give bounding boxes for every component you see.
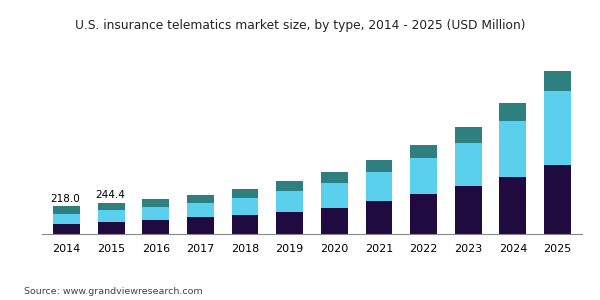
- Bar: [187, 217, 214, 234]
- Bar: [321, 183, 348, 208]
- Bar: [410, 145, 437, 158]
- Bar: [365, 201, 392, 234]
- Text: U.S. insurance telematics market size, by type, 2014 - 2025 (USD Million): U.S. insurance telematics market size, b…: [75, 19, 525, 32]
- Bar: [98, 202, 125, 211]
- Bar: [321, 172, 348, 183]
- Bar: [321, 208, 348, 234]
- Bar: [232, 215, 259, 234]
- Bar: [455, 143, 482, 186]
- Bar: [142, 207, 169, 220]
- Text: Source: www.grandviewresearch.com: Source: www.grandviewresearch.com: [24, 286, 203, 296]
- Bar: [544, 91, 571, 165]
- Bar: [142, 220, 169, 234]
- Bar: [276, 212, 303, 234]
- Bar: [365, 172, 392, 201]
- Text: 244.4: 244.4: [95, 190, 125, 200]
- Bar: [499, 177, 526, 234]
- Bar: [187, 195, 214, 203]
- Bar: [53, 224, 80, 234]
- Bar: [365, 160, 392, 172]
- Bar: [410, 158, 437, 194]
- Text: 218.0: 218.0: [50, 194, 80, 204]
- Bar: [544, 71, 571, 91]
- Bar: [544, 165, 571, 234]
- Bar: [53, 206, 80, 214]
- Bar: [98, 211, 125, 222]
- Bar: [232, 189, 259, 198]
- Bar: [455, 186, 482, 234]
- Bar: [232, 198, 259, 215]
- Bar: [98, 222, 125, 234]
- Bar: [276, 191, 303, 212]
- Bar: [410, 194, 437, 234]
- Bar: [187, 203, 214, 217]
- Bar: [142, 199, 169, 207]
- Bar: [499, 121, 526, 177]
- Bar: [455, 127, 482, 143]
- Bar: [499, 103, 526, 121]
- Bar: [53, 214, 80, 224]
- Bar: [276, 181, 303, 191]
